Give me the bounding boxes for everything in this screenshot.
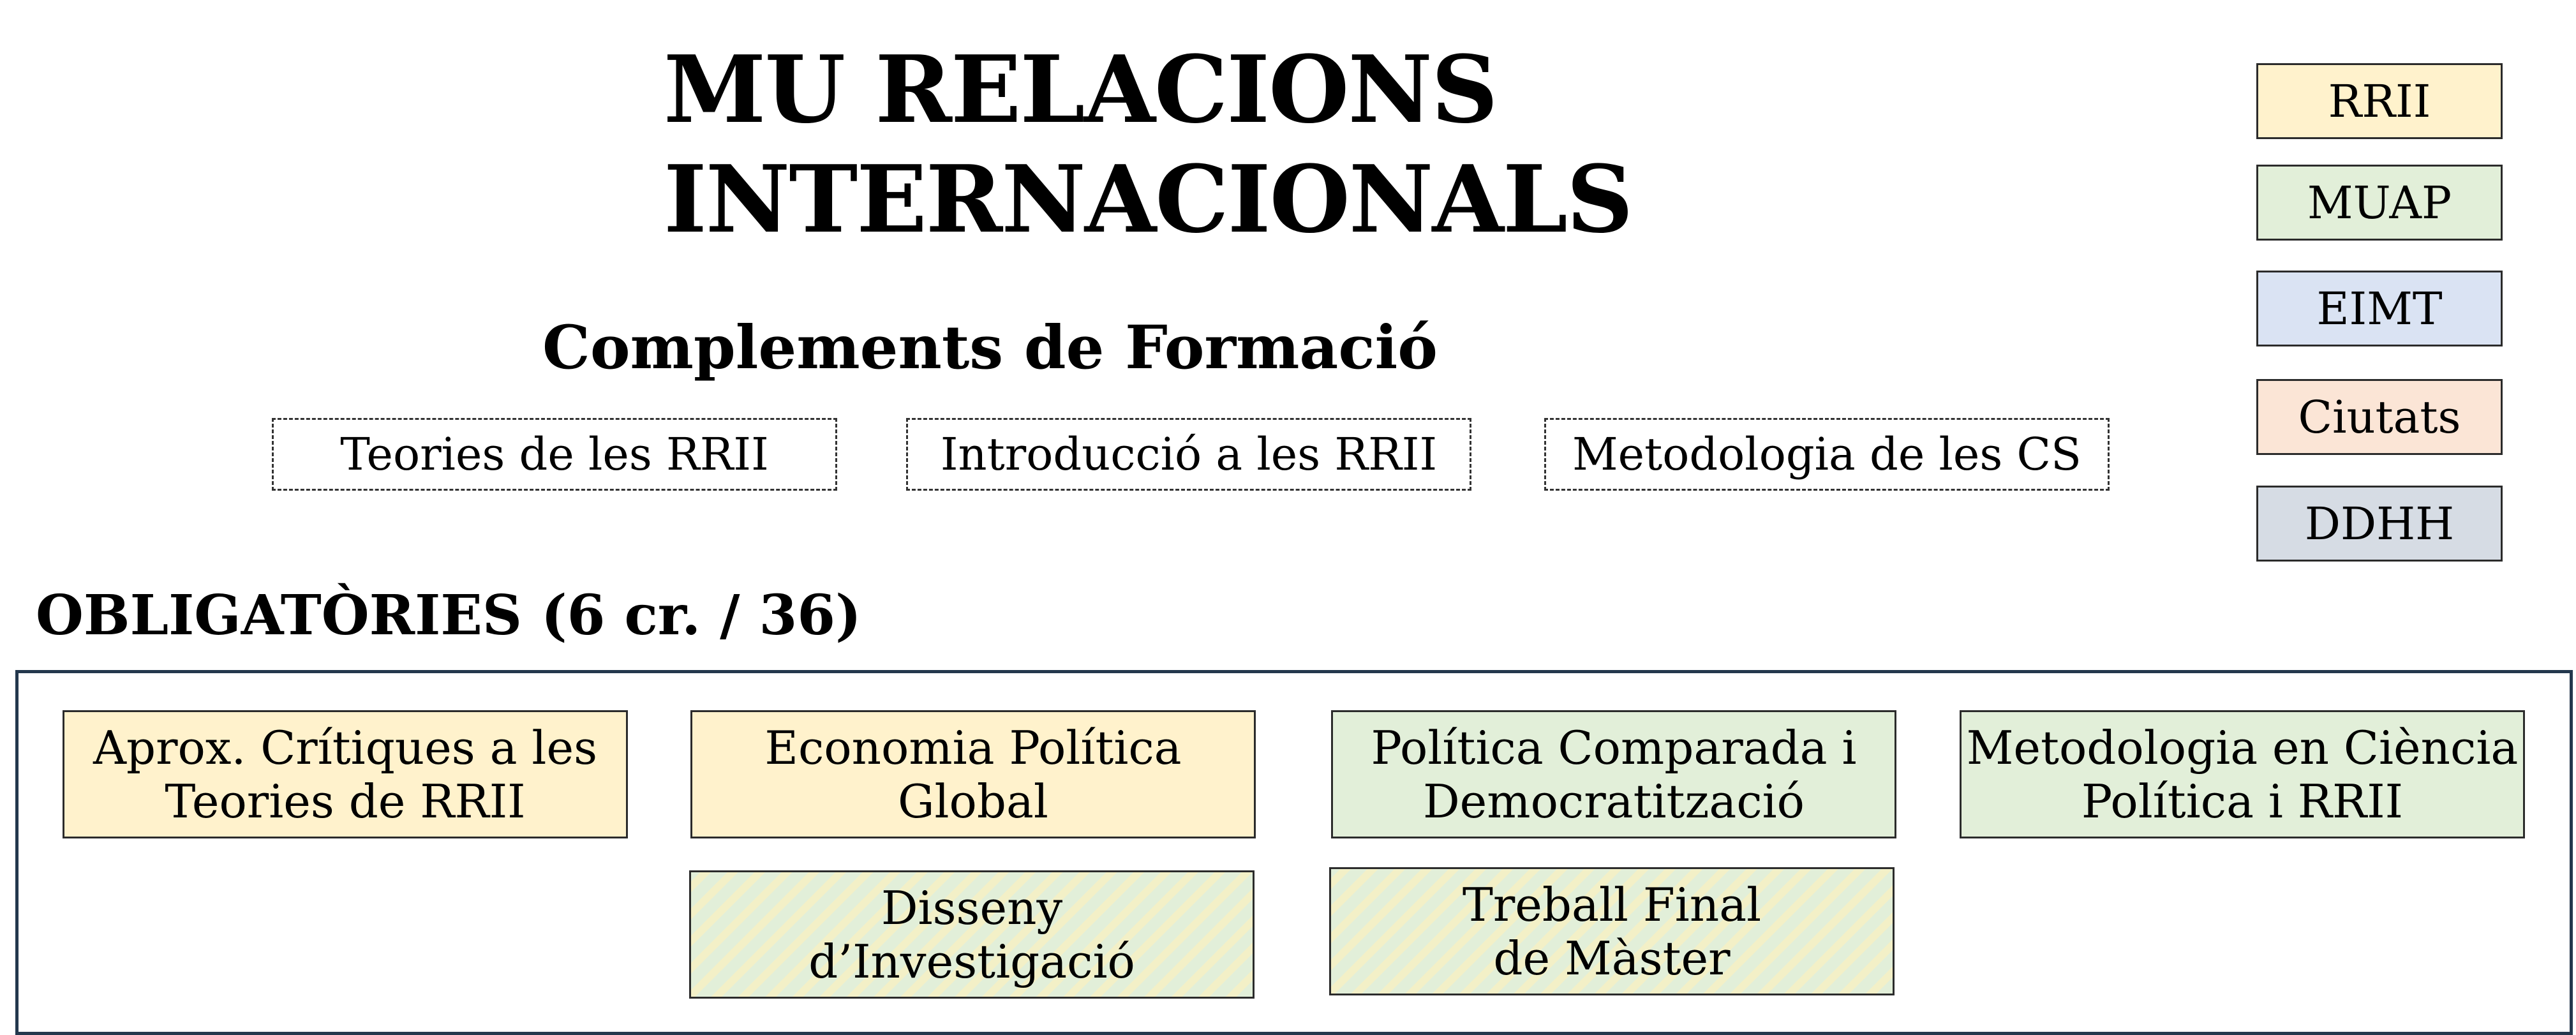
page-title: MU RELACIONS INTERNACIONALS — [664, 35, 1634, 255]
course-line: Economia Política — [764, 720, 1182, 775]
course-line: Política Comparada i — [1371, 720, 1857, 775]
course-line: Metodologia en Ciència — [1966, 720, 2519, 775]
course-aprox-critiques: Aprox. Crítiques a les Teories de RRII — [63, 710, 628, 838]
obligatories-frame — [15, 670, 2573, 1035]
course-line: d’Investigació — [808, 934, 1135, 988]
course-economia-politica-global: Economia Política Global — [690, 710, 1256, 838]
complement-box-teories: Teories de les RRII — [272, 418, 837, 491]
complements-heading: Complements de Formació — [542, 313, 1438, 383]
legend-item-muap: MUAP — [2256, 165, 2503, 241]
title-line-2: INTERNACIONALS — [664, 145, 1634, 254]
course-line: Global — [898, 774, 1048, 828]
legend-item-rrii: RRII — [2256, 63, 2503, 139]
course-disseny-investigacio: Disseny d’Investigació — [689, 870, 1254, 999]
obligatories-heading: OBLIGATÒRIES (6 cr. / 36) — [36, 583, 861, 648]
course-politica-comparada: Política Comparada i Democratització — [1331, 710, 1896, 838]
complement-box-introduccio: Introducció a les RRII — [906, 418, 1471, 491]
course-line: Política i RRII — [2081, 774, 2404, 828]
complement-box-metodologia: Metodologia de les CS — [1544, 418, 2110, 491]
course-line: Aprox. Crítiques a les — [93, 720, 598, 775]
course-line: de Màster — [1493, 931, 1731, 985]
course-line: Treball Final — [1462, 877, 1762, 932]
legend-item-eimt: EIMT — [2256, 271, 2503, 346]
legend-item-ddhh: DDHH — [2256, 486, 2503, 562]
title-line-1: MU RELACIONS — [664, 36, 1498, 144]
course-line: Disseny — [881, 881, 1063, 935]
course-line: Teories de RRII — [165, 774, 526, 828]
legend-item-ciutats: Ciutats — [2256, 379, 2503, 455]
course-metodologia-ciencia-politica: Metodologia en Ciència Política i RRII — [1960, 710, 2525, 838]
course-line: Democratització — [1422, 774, 1805, 828]
course-treball-final-master: Treball Final de Màster — [1329, 867, 1895, 995]
